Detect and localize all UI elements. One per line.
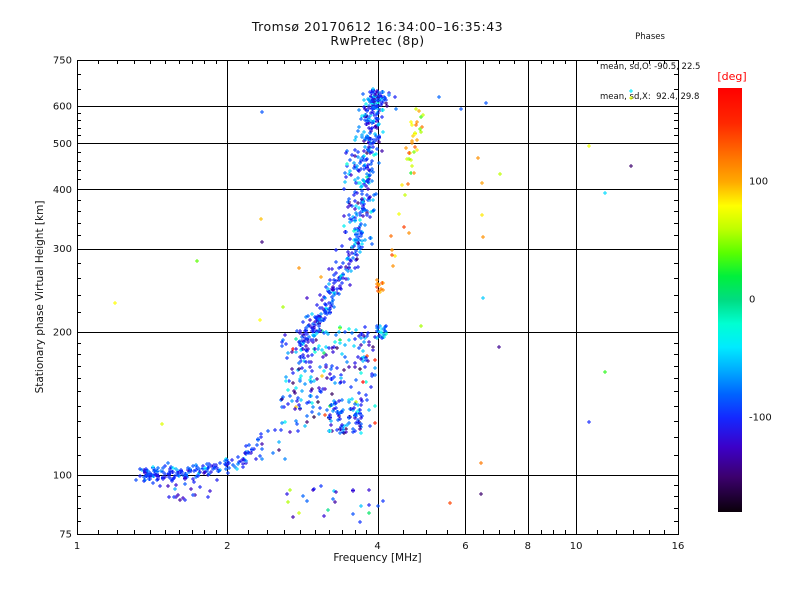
phase-stats-heading: Phases — [635, 32, 665, 42]
svg-text:100: 100 — [53, 470, 72, 481]
svg-text:10: 10 — [570, 541, 583, 552]
colorbar-unit-label: [deg] — [717, 70, 747, 83]
svg-text:200: 200 — [53, 328, 72, 339]
svg-text:2: 2 — [224, 541, 230, 552]
colorbar-tick--100: -100 — [749, 412, 772, 424]
phase-stats-box: Phases mean, sd,O: -90.5, 22.5 mean, sd,… — [600, 12, 730, 122]
svg-text:500: 500 — [53, 139, 72, 150]
phase-stats-o-mode: mean, sd,O: -90.5, 22.5 — [600, 62, 701, 72]
svg-text:1: 1 — [74, 541, 80, 552]
x-axis-label: Frequency [MHz] — [333, 552, 422, 564]
y-axis-label: Stationary phase Virtual Height [km] — [34, 200, 46, 394]
phase-stats-x-mode: mean, sd,X: 92.4, 29.8 — [600, 92, 700, 102]
colorbar-tick-0: 0 — [749, 294, 756, 306]
svg-text:16: 16 — [672, 541, 685, 552]
svg-text:400: 400 — [53, 185, 72, 196]
svg-text:8: 8 — [525, 541, 531, 552]
svg-text:75: 75 — [59, 530, 72, 541]
svg-text:6: 6 — [462, 541, 468, 552]
plot-subtitle: RwPretec (8p) — [330, 33, 425, 48]
colorbar-tick-100: 100 — [749, 176, 769, 188]
svg-text:600: 600 — [53, 101, 72, 112]
svg-text:4: 4 — [374, 541, 380, 552]
svg-text:300: 300 — [53, 244, 72, 255]
svg-text:750: 750 — [53, 56, 72, 67]
plot-title: Tromsø 20170612 16:34:00–16:35:43 — [251, 19, 504, 34]
colorbar-gradient — [718, 88, 742, 512]
